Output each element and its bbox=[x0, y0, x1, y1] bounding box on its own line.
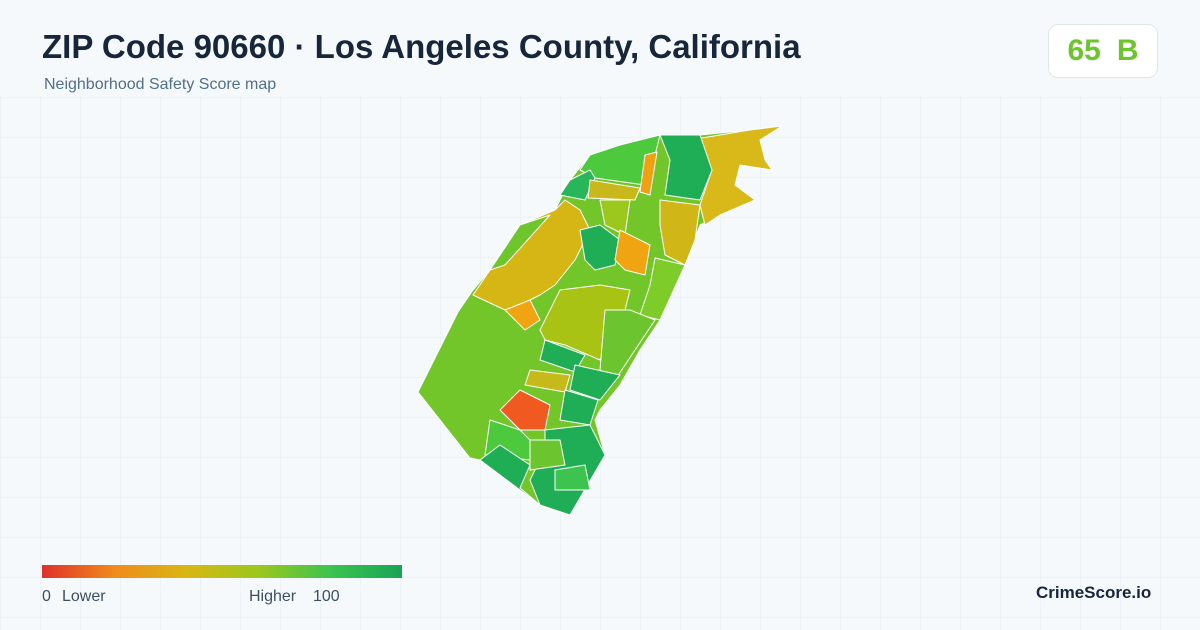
neighborhood-area bbox=[504, 299, 541, 331]
neighborhood-area bbox=[689, 125, 783, 226]
neighborhood-area bbox=[599, 309, 656, 381]
legend-min-label: Lower bbox=[62, 588, 106, 605]
score-value: 65 bbox=[1067, 34, 1101, 67]
neighborhood-area bbox=[639, 151, 658, 196]
legend-min: 0 bbox=[42, 588, 51, 605]
neighborhood-area bbox=[479, 444, 541, 506]
legend-gradient bbox=[42, 565, 402, 578]
neighborhood-area bbox=[472, 199, 591, 311]
neighborhood-area bbox=[529, 439, 566, 471]
brand: CrimeScore.io bbox=[1036, 583, 1152, 602]
legend-max: 100 bbox=[313, 588, 340, 605]
neighborhood-area bbox=[489, 214, 551, 271]
score-grade: B bbox=[1116, 34, 1139, 67]
title: ZIP Code 90660 · Los Angeles County, Cal… bbox=[42, 28, 801, 65]
neighborhood-area bbox=[554, 464, 591, 491]
map-areas bbox=[417, 125, 783, 516]
legend-max-label: Higher bbox=[249, 588, 297, 605]
neighborhood-area bbox=[587, 179, 641, 201]
neighborhood-area bbox=[659, 134, 713, 201]
neighborhood-area bbox=[579, 224, 621, 271]
score-badge: 65 B bbox=[1048, 24, 1158, 78]
neighborhood-area bbox=[569, 364, 621, 401]
neighborhood-area bbox=[614, 229, 651, 276]
subtitle: Neighborhood Safety Score map bbox=[44, 76, 277, 93]
